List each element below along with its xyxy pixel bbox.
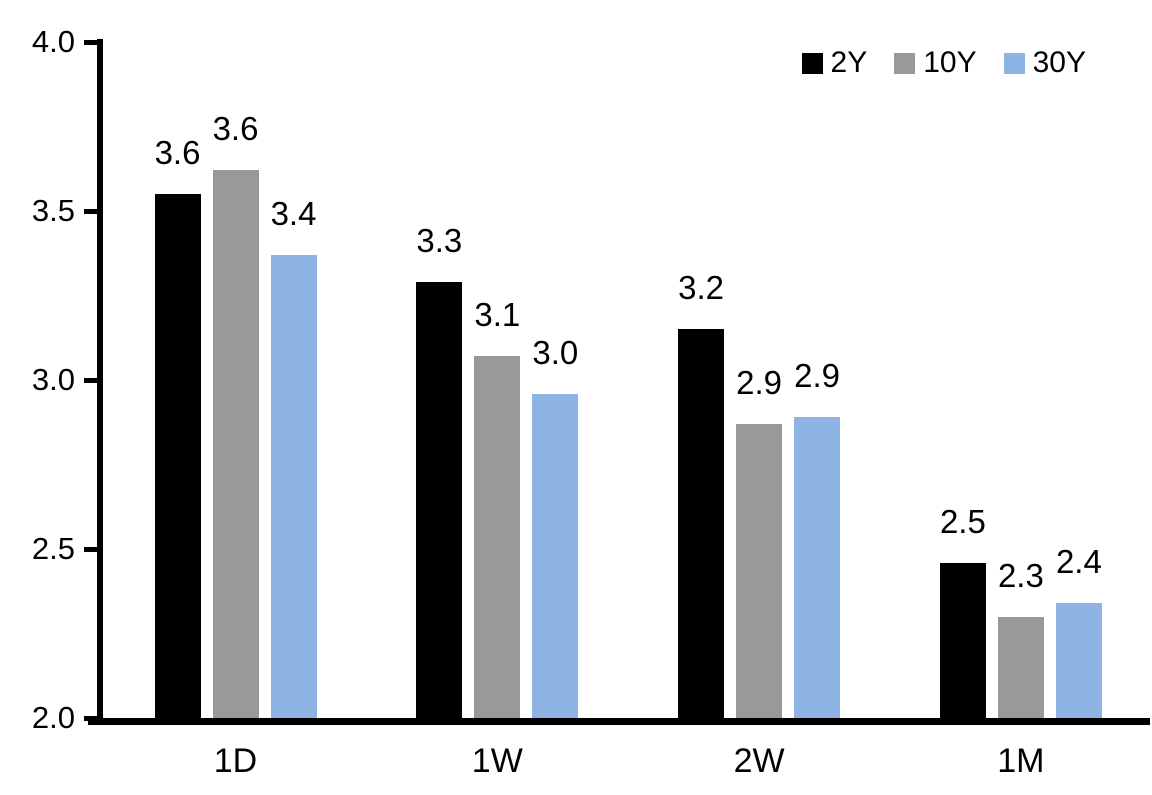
chart-legend: 2Y 10Y 30Y <box>801 46 1086 80</box>
bar-2Y-2W <box>678 329 725 718</box>
bar-value-label: 3.6 <box>154 134 201 172</box>
legend-swatch-icon <box>894 52 916 74</box>
bar-value-label: 2.3 <box>997 556 1044 594</box>
legend-label: 2Y <box>830 46 868 79</box>
x-category-label: 1M <box>997 742 1045 780</box>
bar-30Y-1D <box>270 254 317 718</box>
y-tick <box>84 209 97 214</box>
y-axis <box>97 39 103 721</box>
bar-2Y-1M <box>939 562 986 718</box>
bar-value-label: 2.5 <box>939 502 986 540</box>
x-category-label: 2W <box>733 742 785 780</box>
y-tick-label: 2.5 <box>31 531 75 566</box>
y-tick <box>84 40 97 45</box>
y-tick-label: 4.0 <box>31 24 75 59</box>
y-tick <box>84 547 97 552</box>
bar-value-label: 3.2 <box>678 269 725 307</box>
bar-value-label: 3.6 <box>212 110 259 148</box>
bar-10Y-1D <box>212 170 259 718</box>
legend-item-2Y: 2Y <box>801 46 868 80</box>
y-tick-label: 3.0 <box>31 362 75 397</box>
bar-value-label: 3.1 <box>474 296 521 334</box>
bar-value-label: 3.3 <box>416 221 463 259</box>
bar-2Y-1W <box>416 281 463 718</box>
bar-value-label: 2.4 <box>1055 543 1102 581</box>
y-tick-label: 2.0 <box>31 700 75 735</box>
y-tick <box>84 378 97 383</box>
legend-label: 10Y <box>923 46 977 79</box>
y-tick-label: 3.5 <box>31 193 75 228</box>
bar-value-label: 3.0 <box>532 333 579 371</box>
legend-item-30Y: 30Y <box>1003 46 1086 80</box>
x-category-label: 1D <box>213 742 258 780</box>
x-axis <box>88 718 1150 725</box>
legend-item-10Y: 10Y <box>894 46 977 80</box>
x-category-label: 1W <box>471 742 523 780</box>
bar-value-label: 3.4 <box>270 194 317 232</box>
legend-swatch-icon <box>1003 52 1025 74</box>
y-tick <box>84 716 97 721</box>
bar-2Y-1D <box>154 194 201 718</box>
bar-10Y-1W <box>474 356 521 718</box>
bar-30Y-1M <box>1055 603 1102 718</box>
bar-10Y-1M <box>997 616 1044 718</box>
bar-30Y-2W <box>794 417 841 718</box>
bar-value-label: 2.9 <box>736 363 783 401</box>
legend-label: 30Y <box>1032 46 1086 79</box>
bar-10Y-2W <box>736 423 783 718</box>
bar-value-label: 2.9 <box>794 357 841 395</box>
legend-swatch-icon <box>801 52 823 74</box>
bar-30Y-1W <box>532 393 579 718</box>
